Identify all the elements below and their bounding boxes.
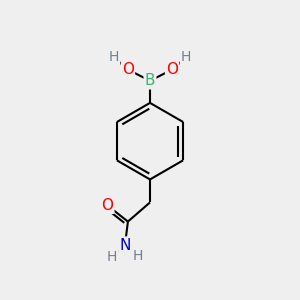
Text: O: O <box>166 62 178 77</box>
Text: N: N <box>119 238 131 253</box>
Text: H: H <box>181 50 191 64</box>
Text: H: H <box>109 50 119 64</box>
Text: O: O <box>101 198 113 213</box>
Text: H: H <box>106 250 117 265</box>
Text: B: B <box>145 73 155 88</box>
Text: O: O <box>122 62 134 77</box>
Text: H: H <box>132 249 142 263</box>
